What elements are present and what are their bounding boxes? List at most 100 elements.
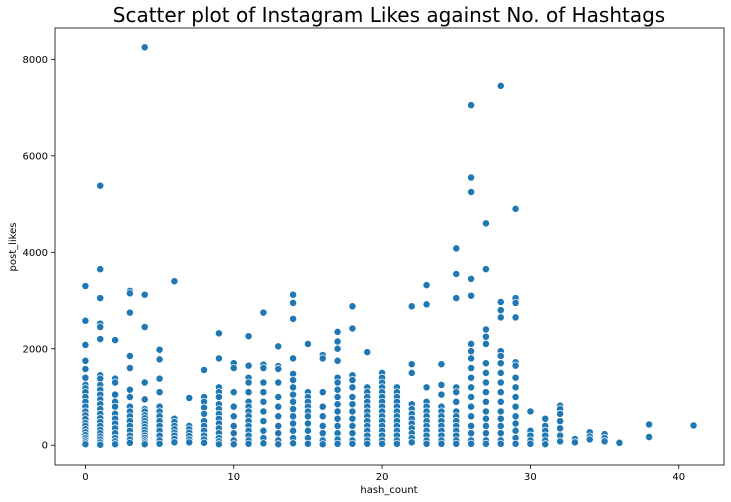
data-point [556, 437, 565, 446]
y-tick-label: 8000 [23, 55, 48, 66]
data-point [348, 439, 357, 448]
data-point [303, 419, 312, 428]
data-point [229, 421, 238, 430]
data-point [481, 265, 490, 274]
data-point [259, 364, 268, 372]
data-point [333, 344, 342, 353]
data-point [185, 394, 194, 402]
data-point [407, 438, 416, 447]
data-point [496, 429, 505, 438]
data-point [125, 364, 134, 372]
data-point [111, 440, 120, 449]
data-point [481, 421, 490, 430]
data-point [496, 397, 505, 406]
data-point [422, 300, 431, 309]
data-point [259, 397, 268, 406]
data-point [244, 361, 253, 370]
data-point [496, 421, 505, 430]
data-point [348, 383, 357, 392]
data-point [289, 383, 298, 392]
data-point [511, 383, 520, 392]
data-point [170, 277, 179, 286]
data-point [111, 336, 120, 345]
data-point [467, 421, 476, 430]
data-point [333, 356, 342, 365]
data-point [496, 368, 505, 377]
data-point [318, 440, 327, 449]
data-point [511, 393, 520, 401]
data-points [81, 43, 698, 449]
data-point [467, 101, 476, 110]
data-point [81, 365, 90, 373]
y-tick-label: 0 [42, 441, 48, 452]
data-point [200, 438, 209, 447]
data-point [407, 302, 416, 311]
y-tick-label: 2000 [23, 344, 48, 355]
data-point [289, 390, 298, 399]
data-point [496, 81, 505, 90]
x-axis-label: hash_count [360, 485, 417, 496]
data-point [81, 440, 90, 449]
data-point [274, 429, 283, 438]
data-point [140, 323, 149, 331]
data-point [511, 419, 520, 428]
data-point [407, 360, 416, 369]
data-point [244, 378, 253, 387]
data-point [496, 352, 505, 360]
data-point [289, 412, 298, 421]
data-point [452, 294, 461, 303]
data-point [645, 420, 654, 429]
data-point [511, 426, 520, 435]
data-point [556, 417, 565, 426]
data-point [496, 407, 505, 416]
data-point [96, 181, 105, 190]
data-point [645, 433, 654, 441]
data-point [556, 424, 565, 433]
data-point [481, 332, 490, 341]
data-point [155, 388, 164, 397]
data-point [289, 298, 298, 307]
data-point [274, 402, 283, 411]
data-point [348, 376, 357, 385]
data-point [333, 414, 342, 423]
data-point [348, 407, 357, 416]
data-point [155, 374, 164, 383]
data-point [274, 342, 283, 351]
data-point [467, 188, 476, 196]
data-point [437, 360, 446, 369]
data-point [96, 440, 105, 449]
data-point [467, 354, 476, 363]
data-point [229, 412, 238, 421]
data-point [303, 439, 312, 448]
data-point [274, 412, 283, 421]
data-point [111, 378, 120, 387]
data-point [496, 298, 505, 306]
data-point [274, 393, 283, 401]
data-point [111, 402, 120, 411]
data-point [541, 440, 550, 449]
y-tick-label: 6000 [23, 151, 48, 162]
data-point [496, 313, 505, 322]
data-point [170, 438, 179, 447]
data-point [274, 378, 283, 387]
data-point [81, 373, 90, 382]
data-point [155, 439, 164, 448]
data-point [125, 438, 134, 447]
data-point [481, 378, 490, 387]
data-point [481, 397, 490, 406]
data-point [185, 438, 194, 447]
y-tick-label: 4000 [23, 248, 48, 259]
data-point [348, 421, 357, 430]
data-point [140, 290, 149, 299]
data-point [481, 339, 490, 348]
data-point [407, 368, 416, 377]
data-point [259, 308, 268, 317]
data-point [318, 402, 327, 411]
data-point [481, 388, 490, 397]
data-point [496, 388, 505, 397]
data-point [125, 308, 134, 317]
data-point [348, 324, 357, 333]
data-point [481, 359, 490, 368]
data-point [81, 340, 90, 349]
data-point [303, 412, 312, 421]
